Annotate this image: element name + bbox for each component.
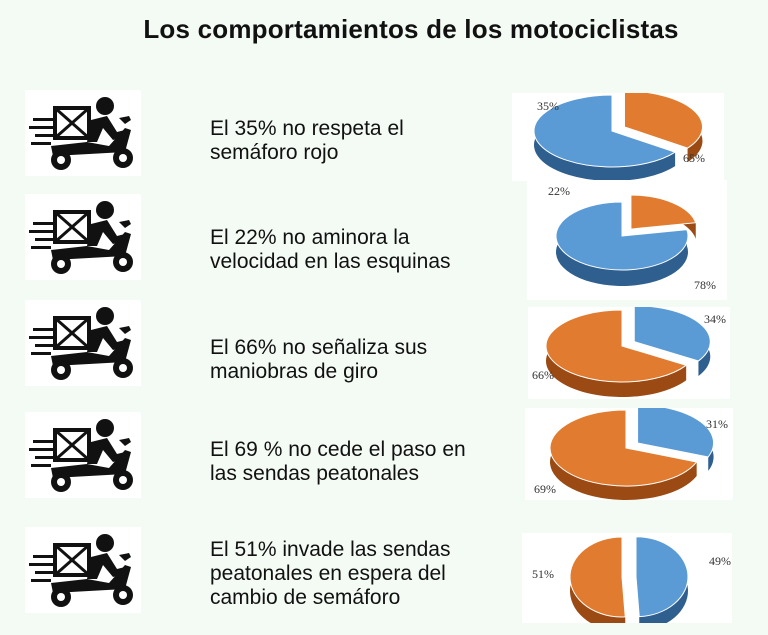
statement-line: maniobras de giro <box>210 360 379 383</box>
statement-line: velocidad en las esquinas <box>210 250 451 273</box>
statement-line: las sendas peatonales <box>210 462 419 485</box>
scooter-icon-box <box>25 300 141 386</box>
statement-text: El 22% no aminora la velocidad en las esq… <box>210 226 510 274</box>
pie-slice <box>630 194 697 230</box>
scooter-icon-box <box>25 412 141 498</box>
pie-slice-label: 65% <box>683 151 705 165</box>
scooter-icon-box <box>25 194 141 280</box>
pie-slice-label: 22% <box>548 184 570 198</box>
pie-slice-label: 34% <box>704 312 726 326</box>
pie-slice-side <box>534 95 676 181</box>
pie-slice <box>545 309 688 383</box>
statement-line: El 51% invade las sendas <box>210 538 451 561</box>
pie-slice-label: 78% <box>694 278 716 292</box>
pie-slice <box>635 536 689 618</box>
pie-slice-label: 35% <box>537 99 559 113</box>
delivery-scooter-icon <box>29 307 133 380</box>
scooter-icon-box <box>25 527 141 613</box>
pie-slice-label: 31% <box>706 417 728 431</box>
statement-text: El 69 % no cede el paso en las sendas pea… <box>210 438 510 486</box>
delivery-scooter-icon <box>29 201 133 274</box>
pie-slice <box>633 307 711 362</box>
pie-chart: 22% 78% <box>527 180 727 300</box>
pie-slice <box>569 536 626 618</box>
pie-chart-svg: 49% 51% <box>532 536 731 623</box>
delivery-scooter-icon <box>29 534 133 607</box>
pie-chart-svg: 35% 65% <box>533 93 705 181</box>
statement-line: cambio de semáforo <box>210 586 401 609</box>
pie-slice-label: 66% <box>532 368 554 382</box>
statement-line: El 22% no aminora la <box>210 226 410 249</box>
pie-slice <box>533 94 677 168</box>
scooter-icon-box <box>25 90 141 176</box>
pie-slice <box>549 409 698 487</box>
delivery-scooter-icon <box>29 419 133 492</box>
statement-line: El 66% no señaliza sus <box>210 336 428 359</box>
pie-slice-label: 51% <box>532 567 554 581</box>
pie-chart: 31% 69% <box>525 408 733 500</box>
statement-line: El 69 % no cede el paso en <box>210 438 466 461</box>
pie-slice <box>623 93 703 149</box>
pie-slice-label: 49% <box>709 554 731 568</box>
statement-line: semáforo rojo <box>210 141 339 164</box>
pie-slice-label: 69% <box>534 482 556 496</box>
statement-line: El 35% no respeta el <box>210 117 404 140</box>
pie-chart: 49% 51% <box>522 533 732 623</box>
page-title: Los comportamientos de los motociclistas <box>143 14 679 44</box>
pie-chart-svg: 34% 66% <box>532 307 726 397</box>
pie-slice <box>555 201 689 271</box>
pie-chart: 34% 66% <box>528 307 730 399</box>
statement-line: peatonales en espera del <box>210 562 446 585</box>
statement-text: El 66% no señaliza sus maniobras de giro <box>210 336 510 384</box>
statement-text: El 51% invade las sendas peatonales en es… <box>210 538 510 610</box>
pie-chart-svg: 31% 69% <box>534 408 728 500</box>
pie-chart-svg: 22% 78% <box>548 184 716 292</box>
pie-chart: 35% 65% <box>512 93 724 181</box>
delivery-scooter-icon <box>29 97 133 170</box>
pie-slice <box>637 408 715 458</box>
statement-text: El 35% no respeta el semáforo rojo <box>210 117 510 165</box>
